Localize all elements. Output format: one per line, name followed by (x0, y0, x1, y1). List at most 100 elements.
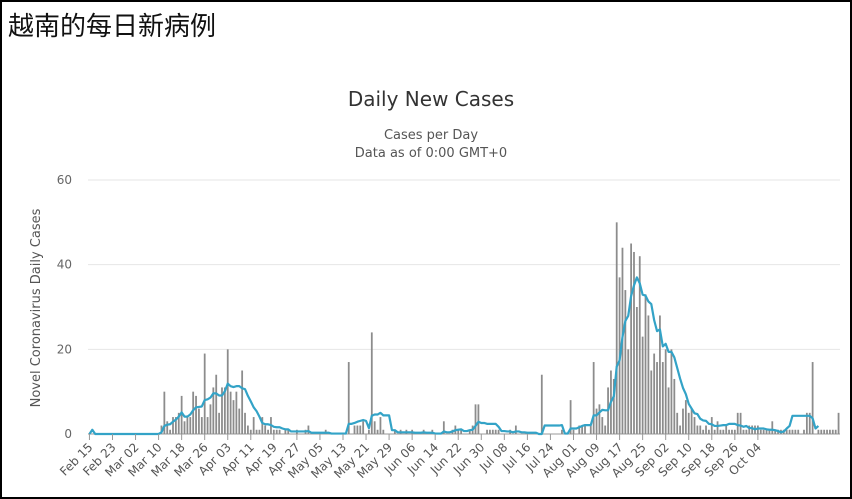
bar (803, 429, 805, 434)
bar (177, 412, 180, 434)
bar (771, 421, 774, 434)
bar (731, 429, 733, 434)
bar (244, 412, 246, 434)
bar (693, 417, 696, 434)
bar (206, 417, 209, 434)
y-axis-ticks: 0 20 40 60 (57, 173, 72, 441)
bar (831, 429, 834, 434)
bar (223, 387, 226, 434)
bar (166, 421, 169, 434)
bar (584, 425, 586, 434)
bar (347, 362, 350, 434)
moving-average-line (88, 276, 820, 436)
bar (762, 429, 765, 434)
bar (664, 349, 667, 434)
bar (572, 429, 575, 434)
bar (172, 417, 174, 434)
bar (604, 425, 607, 434)
bar (722, 429, 725, 434)
bars (160, 222, 840, 434)
bar (198, 408, 200, 434)
bar (687, 412, 690, 434)
bar (264, 425, 267, 434)
bar (362, 421, 365, 434)
bar (359, 425, 362, 434)
bar (379, 417, 382, 434)
bar (189, 417, 192, 434)
bar (650, 370, 653, 434)
bar (353, 425, 356, 434)
bar (834, 429, 837, 434)
bar (774, 429, 777, 434)
bar (673, 378, 676, 434)
grid (88, 179, 840, 435)
bar (368, 429, 370, 434)
bar (817, 429, 820, 434)
bar (382, 429, 385, 434)
bar (474, 404, 477, 434)
bar (278, 429, 281, 434)
bar (676, 412, 679, 434)
bar (653, 353, 656, 434)
bar (713, 429, 716, 434)
bar (633, 251, 635, 434)
bar (183, 421, 186, 434)
bar (595, 408, 598, 434)
bar (736, 412, 739, 434)
bar (601, 417, 604, 434)
bar (192, 391, 195, 434)
bar (644, 294, 647, 434)
bar (561, 429, 563, 434)
bar (728, 429, 730, 434)
bar (748, 425, 751, 434)
bar (468, 429, 471, 434)
bar (489, 429, 491, 434)
bar (540, 374, 543, 434)
bar (255, 429, 258, 434)
bar (514, 425, 517, 434)
bar (218, 412, 220, 434)
bar (630, 243, 633, 434)
bar (486, 429, 488, 434)
bar (457, 429, 460, 434)
bar (702, 429, 705, 434)
bar (494, 429, 497, 434)
bar (195, 395, 197, 434)
bar (249, 429, 252, 434)
bar (624, 290, 627, 434)
bar (670, 349, 673, 434)
bar (370, 332, 373, 434)
bar (808, 412, 811, 434)
bar (759, 429, 762, 434)
bar (261, 417, 264, 434)
chart-subtitle-line-2: Data as of 0:00 GMT+0 (355, 146, 507, 161)
bar (221, 387, 223, 434)
chart-title: Daily New Cases (348, 87, 514, 111)
bar (708, 429, 710, 434)
bar (745, 429, 748, 434)
bar (209, 404, 212, 434)
page-heading: 越南的每日新病例 (8, 12, 217, 42)
bar (578, 425, 581, 434)
bar (756, 425, 759, 434)
bar (791, 429, 794, 434)
bar (589, 425, 592, 434)
y-tick-label: 0 (64, 427, 72, 441)
bar (733, 429, 736, 434)
bar (373, 421, 376, 434)
bar (768, 429, 771, 434)
bar (460, 429, 463, 434)
bar (186, 417, 189, 434)
bar (581, 425, 584, 434)
bar (647, 315, 650, 434)
bar (725, 425, 728, 434)
bar (682, 408, 684, 434)
bar (794, 429, 797, 434)
bar (174, 417, 177, 434)
bar (797, 429, 800, 434)
bar (635, 307, 638, 434)
bar (615, 222, 618, 434)
bar (275, 429, 278, 434)
